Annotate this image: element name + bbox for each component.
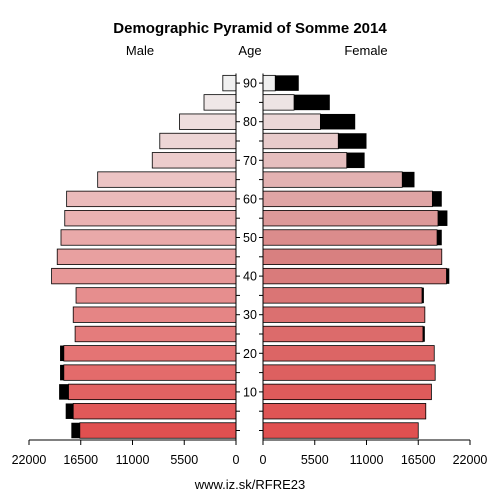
bar-female — [262, 190, 433, 208]
age-tick-label: 20 — [243, 347, 257, 361]
age-tick-label: 60 — [243, 192, 257, 206]
bar-male — [179, 113, 237, 130]
footer-url: www.iz.sk/RFRE23 — [194, 477, 306, 492]
bar-male — [56, 248, 237, 265]
x-axis-female: 0 5500 11000 16500 22000 — [260, 439, 488, 467]
x-tick-label: 5500 — [170, 453, 198, 467]
age-tick-label: 40 — [243, 270, 257, 284]
bar-male — [60, 229, 237, 246]
bar-female — [262, 132, 339, 150]
bar-female — [262, 152, 348, 169]
bar-male — [79, 422, 237, 439]
bar-male — [64, 210, 237, 227]
age-tick-label: 30 — [243, 308, 257, 322]
bar-female — [262, 94, 295, 111]
bar-female — [262, 306, 426, 323]
bar-male — [72, 306, 237, 323]
bar-female — [262, 287, 423, 304]
bar-female — [262, 345, 435, 362]
bar-male — [74, 325, 237, 343]
x-tick-label: 0 — [233, 453, 240, 467]
bar-female — [262, 267, 447, 285]
bar-male — [66, 190, 237, 208]
bar-female — [262, 248, 443, 265]
bar-female — [262, 113, 321, 130]
bar-female — [262, 74, 276, 92]
x-tick-label: 5500 — [301, 453, 329, 467]
age-tick-label: 80 — [243, 115, 257, 129]
age-tick-label: 90 — [243, 77, 257, 91]
bar-female-excess — [320, 113, 356, 130]
bar-male — [63, 364, 237, 381]
male-bars — [51, 74, 237, 439]
bar-female — [262, 383, 432, 401]
female-bars — [262, 74, 450, 439]
x-tick-label: 16500 — [63, 453, 98, 467]
bar-female-excess — [422, 287, 424, 304]
bar-female-excess — [294, 94, 330, 111]
bar-male-excess — [65, 403, 74, 419]
male-label: Male — [126, 43, 154, 58]
x-tick-label: 0 — [260, 453, 267, 467]
bar-male-excess — [59, 384, 69, 400]
bar-female-excess — [422, 326, 425, 342]
bar-male — [97, 171, 237, 188]
bar-female-excess — [346, 152, 365, 169]
bar-female — [262, 210, 439, 227]
bar-male — [68, 383, 237, 401]
age-label: Age — [238, 43, 261, 58]
bar-female — [262, 422, 419, 439]
bar-female-excess — [432, 191, 442, 207]
bar-male-excess — [71, 422, 80, 439]
x-tick-label: 22000 — [453, 453, 488, 467]
bar-male — [222, 74, 237, 92]
bar-male — [151, 152, 237, 169]
chart-title: Demographic Pyramid of Somme 2014 — [113, 20, 387, 37]
x-tick-label: 22000 — [12, 453, 47, 467]
age-tick-label: 70 — [243, 154, 257, 168]
bar-male — [203, 94, 237, 111]
bar-male — [51, 267, 237, 285]
bar-female — [262, 364, 436, 381]
bar-female-excess — [338, 133, 367, 149]
bar-male — [75, 287, 237, 304]
female-label: Female — [344, 43, 387, 58]
bar-female-excess — [446, 268, 450, 284]
bar-male-excess — [60, 345, 64, 362]
bar-female — [262, 325, 424, 343]
bar-male — [72, 403, 237, 420]
age-axis: 10 20 30 40 50 60 70 80 90 — [235, 73, 264, 441]
x-axis-male: 0 5500 11000 16500 22000 — [12, 439, 240, 467]
bar-male-excess — [60, 364, 64, 381]
bar-male — [159, 132, 237, 150]
x-tick-label: 11000 — [350, 453, 384, 467]
bar-female — [262, 171, 403, 188]
x-tick-label: 16500 — [401, 453, 436, 467]
age-tick-label: 50 — [243, 231, 257, 245]
bar-female-excess — [402, 171, 415, 188]
age-tick-label: 10 — [243, 385, 257, 399]
bar-male — [63, 345, 237, 362]
bar-female — [262, 403, 427, 420]
x-tick-label: 11000 — [116, 453, 150, 467]
bar-female — [262, 229, 438, 246]
bar-female-excess — [438, 210, 448, 226]
bar-female-excess — [437, 229, 442, 246]
bar-female-excess — [275, 75, 299, 91]
